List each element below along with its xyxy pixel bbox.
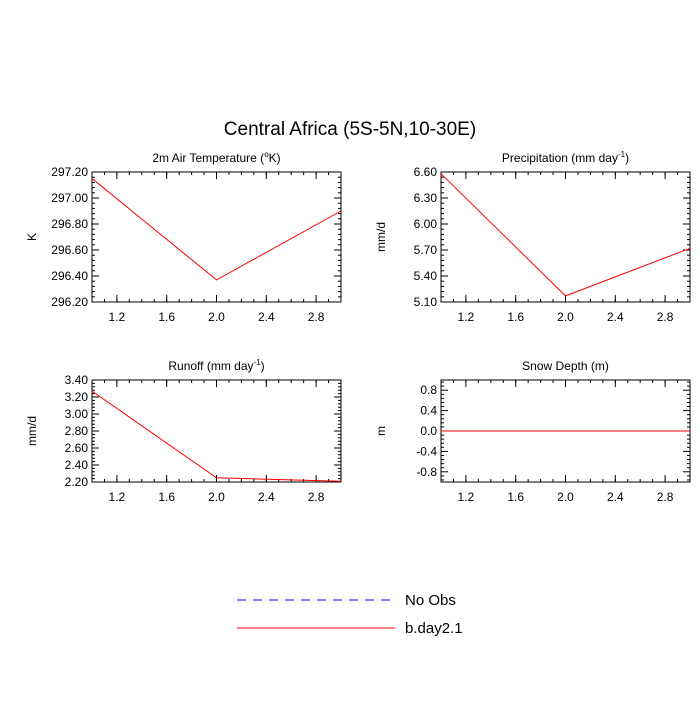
panel-title: Runoff (mm day-1) bbox=[168, 358, 264, 373]
y-axis-label: mm/d bbox=[25, 416, 39, 446]
series-line-b.day2.1 bbox=[440, 173, 691, 297]
panel-title-main: Precipitation (mm day bbox=[502, 151, 618, 165]
y-axis-label: K bbox=[25, 233, 39, 241]
x-tick-label: 1.6 bbox=[158, 490, 175, 504]
y-tick-label: 0.8 bbox=[420, 383, 437, 397]
panel-title: Snow Depth (m) bbox=[522, 359, 609, 373]
series-line-b.day2.1 bbox=[91, 390, 342, 482]
x-tick-label: 1.2 bbox=[458, 310, 475, 324]
legend-label-2: b.day2.1 bbox=[405, 620, 463, 637]
y-tick-label: 3.40 bbox=[65, 373, 89, 387]
x-tick-label: 1.6 bbox=[158, 310, 175, 324]
panel-2: Precipitation (mm day-1) 1.2 1.6 2.0 2.4 2.8 5… bbox=[374, 150, 691, 324]
x-tick-label: 1.2 bbox=[109, 310, 126, 324]
y-tick-label: 296.40 bbox=[51, 269, 88, 283]
x-tick-label: 2.4 bbox=[607, 310, 624, 324]
y-axis-label: mm/d bbox=[374, 222, 388, 252]
x-tick-label: 1.6 bbox=[507, 490, 524, 504]
x-tick-label: 2.0 bbox=[208, 310, 225, 324]
x-tick-label: 2.4 bbox=[258, 490, 275, 504]
panel-1: 2m Air Temperature (oK) 1.2 1.6 2.0 2.4 2.8 29… bbox=[25, 150, 342, 324]
panel-title-tail: ) bbox=[261, 359, 265, 373]
panel-title-tail: K) bbox=[269, 151, 281, 165]
y-tick-label: 0.4 bbox=[420, 404, 437, 418]
panel-title-tail: ) bbox=[625, 151, 629, 165]
y-tick-label: 297.20 bbox=[51, 165, 88, 179]
x-tick-label: 2.8 bbox=[657, 490, 674, 504]
x-tick-label: 2.0 bbox=[208, 490, 225, 504]
panel-title: 2m Air Temperature (oK) bbox=[152, 150, 280, 165]
panel-3: Runoff (mm day-1) 1.2 1.6 2.0 2.4 2.8 2.20 2.40… bbox=[25, 358, 342, 504]
y-tick-label: 3.00 bbox=[65, 407, 89, 421]
y-tick-label: 2.40 bbox=[65, 458, 89, 472]
panels: 2m Air Temperature (oK)1.2 1.6 2.0 2.4 2.829… bbox=[25, 150, 691, 504]
y-tick-label: 5.70 bbox=[414, 243, 438, 257]
y-tick-label: -0.4 bbox=[416, 444, 437, 458]
y-tick-label: 296.20 bbox=[51, 295, 88, 309]
x-tick-label: 1.6 bbox=[507, 310, 524, 324]
y-tick-label: 6.60 bbox=[414, 165, 438, 179]
x-tick-label: 2.8 bbox=[308, 490, 325, 504]
main-title: Central Africa (5S-5N,10-30E) bbox=[224, 119, 476, 140]
x-tick-label: 2.8 bbox=[308, 310, 325, 324]
y-tick-label: 6.30 bbox=[414, 191, 438, 205]
panel-title-sup: -1 bbox=[254, 358, 262, 367]
y-tick-label: 6.00 bbox=[414, 217, 438, 231]
panel-title-sup: -1 bbox=[618, 150, 626, 159]
y-tick-label: 3.20 bbox=[65, 390, 89, 404]
x-tick-label: 1.2 bbox=[109, 490, 126, 504]
panel-title-main: 2m Air Temperature ( bbox=[152, 151, 264, 165]
panel-title-main: Runoff (mm day bbox=[168, 359, 253, 373]
x-tick-label: 2.8 bbox=[657, 310, 674, 324]
x-tick-label: 2.4 bbox=[258, 310, 275, 324]
y-tick-label: 2.20 bbox=[65, 475, 89, 489]
x-tick-label: 1.2 bbox=[458, 490, 475, 504]
y-tick-label: 296.80 bbox=[51, 217, 88, 231]
panel-title: Precipitation (mm day-1) bbox=[502, 150, 629, 165]
y-tick-label: 0.0 bbox=[420, 424, 437, 438]
y-tick-label: 2.80 bbox=[65, 424, 89, 438]
panel-4: Snow Depth (m) 1.2 1.6 2.0 2.4 2.8 -0.8 -0.4 0.0… bbox=[374, 359, 691, 504]
y-axis-label: m bbox=[374, 426, 388, 436]
y-tick-label: 2.60 bbox=[65, 441, 89, 455]
x-tick-label: 2.0 bbox=[557, 310, 574, 324]
legend-label-1: No Obs bbox=[405, 592, 456, 609]
y-tick-label: 296.60 bbox=[51, 243, 88, 257]
panel-title-main: Snow Depth (m) bbox=[522, 359, 609, 373]
y-tick-label: 297.00 bbox=[51, 191, 88, 205]
legend: No Obs b.day2.1 bbox=[237, 592, 463, 637]
x-tick-label: 2.4 bbox=[607, 490, 624, 504]
panel-title-sup: o bbox=[264, 150, 269, 159]
y-tick-label: 5.10 bbox=[414, 295, 438, 309]
series-line-b.day2.1 bbox=[91, 178, 342, 281]
y-tick-label: -0.8 bbox=[416, 465, 437, 479]
x-tick-label: 2.0 bbox=[557, 490, 574, 504]
y-tick-label: 5.40 bbox=[414, 269, 438, 283]
